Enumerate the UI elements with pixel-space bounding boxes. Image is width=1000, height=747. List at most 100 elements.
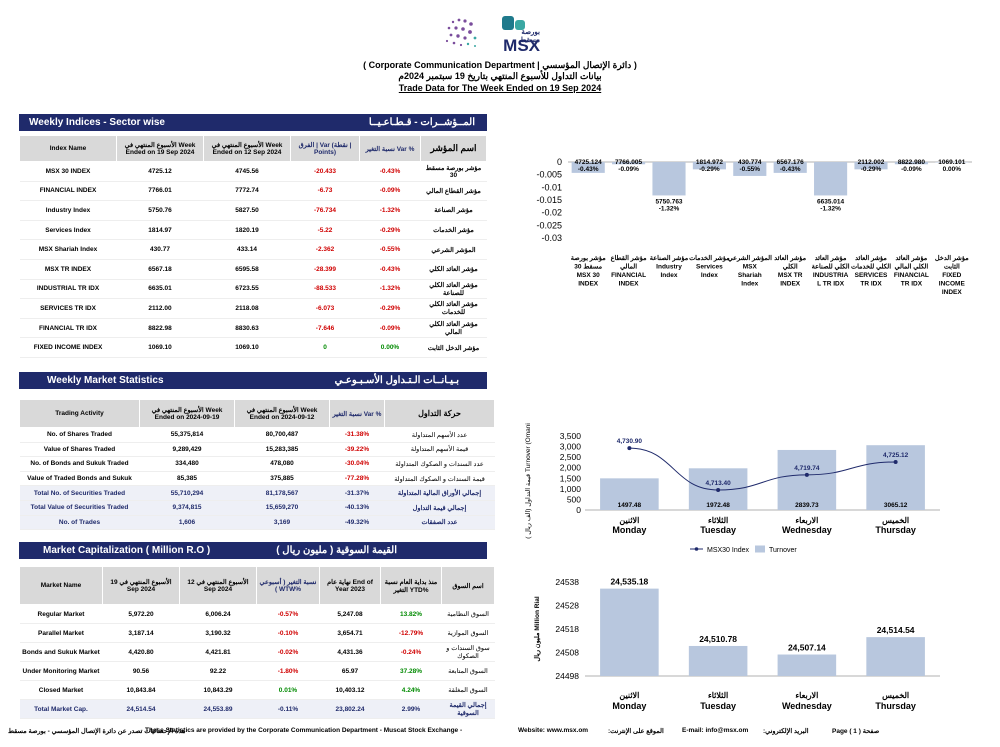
x-category-label: Industry [656,264,682,271]
data-label-pct: -1.32% [659,205,680,212]
market-cap-previous: 4,421.81 [179,642,257,662]
data-label-value: 7766.005 [615,159,642,166]
market-name: Parallel Market [19,623,103,643]
trading-activity-name: Total No. of Securities Traded [19,485,140,501]
indices-row: FINANCIAL INDEX 7766.01 7772.74 -6.73 -0.09%… [19,181,487,202]
market-cap-ytd: 4.24% [380,680,442,700]
activity-var-pct: -31.38% [329,427,385,443]
x-category-label: Index [741,281,758,288]
market-cap-ytd: 2.99% [380,699,442,719]
market-stats-row: No. of Shares Traded 55,375,814 80,700,487… [19,427,495,443]
market-name: Regular Market [19,604,103,624]
x-category-label-ar: الاربعاء [795,691,818,701]
activity-var-pct: -49.32% [329,515,385,531]
x-category-label: MSX 30 [577,272,601,279]
market-cap-row: Total Market Cap. 24,514.54 24,553.89 -0.11… [19,699,495,719]
legend-line-label: MSX30 Index [707,547,750,554]
footer-provider-ar: هذه الإحصائيات تصدر عن دائرة الإتصال الم… [8,728,186,735]
col-current-week: الأسبوع المنتهي في Week Ended on 19 Sep … [116,135,204,162]
x-category-label: مؤشر الصناعة [650,254,689,262]
col-market-name-ar: اسم السوق [441,566,495,605]
col-market-name: Market Name [19,566,103,605]
x-category-label-en: Monday [612,701,646,711]
index-value-previous: 433.14 [203,239,291,260]
market-cap-data-label: 24,507.14 [788,643,826,653]
footer-website-en[interactable]: Website: www.msx.om [518,727,589,734]
index-value-previous: 4745.56 [203,161,291,182]
x-category-label: مؤشر العائد [895,254,927,262]
msx30-point [893,459,898,464]
market-name-ar: السوق الموازية [441,623,495,643]
activity-value-current: 85,385 [139,471,235,487]
y-tick-label: -0.025 [536,220,562,230]
trading-activity-name-ar: عدد الصفقات [384,515,495,531]
data-label-pct: 0.00% [943,166,962,173]
x-category-label: الكلي للخدمات [851,263,891,272]
index-name-ar: مؤشر بورصة مسقط 30 [420,161,487,182]
activity-value-previous: 478,080 [234,456,330,472]
col-week-ended-12: الأسبوع المنتهي في Week Ended on 2024-09… [234,399,330,428]
index-value-current: 1814.97 [116,220,204,241]
market-cap-bar [777,654,837,676]
market-cap-current: 90.56 [102,661,180,681]
legend-bar-swatch [755,545,765,553]
x-category-label-en: Thursday [875,525,916,535]
index-value-current: 4725.12 [116,161,204,182]
index-value-previous: 1069.10 [203,337,291,358]
department-line: ( Corporate Communication Department | د… [363,60,637,70]
logo [423,8,573,60]
y-tick-label: 24538 [555,577,579,587]
index-name-ar: مؤشر العائد الكلي المالي [420,318,487,339]
indices-table: Index Name الأسبوع المنتهي في Week Ended… [19,135,487,358]
activity-value-current: 334,480 [139,456,235,472]
index-value-previous: 5827.50 [203,200,291,221]
index-name: MSX TR INDEX [19,259,117,280]
indices-row: Services Index 1814.97 1820.19 -5.22 -0.29% م… [19,220,487,241]
data-label-pct: -0.29% [861,166,882,173]
trading-activity-name: No. of Bonds and Sukuk Traded [19,456,140,472]
x-category-label-en: Wednesday [782,701,832,711]
index-var-pct: 0.00% [359,337,421,358]
msx30-data-label: 4,730.90 [617,438,643,445]
trading-activity-name-ar: قيمة الأسهم المتداولة [384,442,495,458]
market-cap-end-of-year: 5,247.08 [319,604,381,624]
x-category-label: مؤشر العائد [855,254,887,262]
data-label-pct: -0.09% [618,166,639,173]
market-cap-previous: 6,006.24 [179,604,257,624]
x-category-label-ar: الثلاثاء [708,691,728,700]
x-category-label: الكلي [783,263,798,272]
turnover-bar [777,449,837,510]
data-label-pct: -0.55% [739,166,760,173]
index-value-previous: 7772.74 [203,181,291,202]
index-var-points: -28.399 [290,259,360,280]
market-name: Closed Market [19,680,103,700]
x-category-label-ar: الخميس [882,691,909,701]
index-value-current: 430.77 [116,239,204,260]
footer-email-en[interactable]: E-mail: info@msx.om [682,727,749,734]
indices-title-en: Weekly Indices - Sector wise [29,117,165,128]
x-category-label: MSX TR [778,272,803,279]
data-label-value: 6567.176 [777,159,804,166]
data-label-value: 430.774 [738,159,762,166]
index-var-pct: -0.09% [359,181,421,202]
x-category-label: مؤشر بورصة [571,255,607,262]
y-tick-label: 500 [567,494,581,504]
col-index-name: Index Name [19,135,117,162]
bar [733,162,767,176]
index-value-previous: 6595.58 [203,259,291,280]
x-category-label: Shariah [738,272,762,279]
y-tick-label: 2,000 [560,463,582,473]
bar [935,162,969,163]
market-cap-end-of-year: 65.97 [319,661,381,681]
x-category-label: المؤشر الشرعي [728,254,772,263]
y-tick-label: 24508 [555,648,579,658]
market-cap-wtw: 0.01% [256,680,320,700]
activity-value-current: 9,374,815 [139,500,235,516]
market-cap-table: Market Name الأسبوع المنتهي في 19 Sep 20… [19,566,495,719]
x-category-label-en: Tuesday [700,701,736,711]
index-var-points: -88.533 [290,279,360,300]
index-var-pct: -0.09% [359,318,421,339]
market-cap-title-ar: القيمة السوقية ( مليون ريال ) [276,545,397,556]
market-cap-header-row: Market Name الأسبوع المنتهي في 19 Sep 20… [19,566,495,605]
market-cap-section-bar: Market Capitalization ( Million R.O ) ال… [19,542,487,559]
